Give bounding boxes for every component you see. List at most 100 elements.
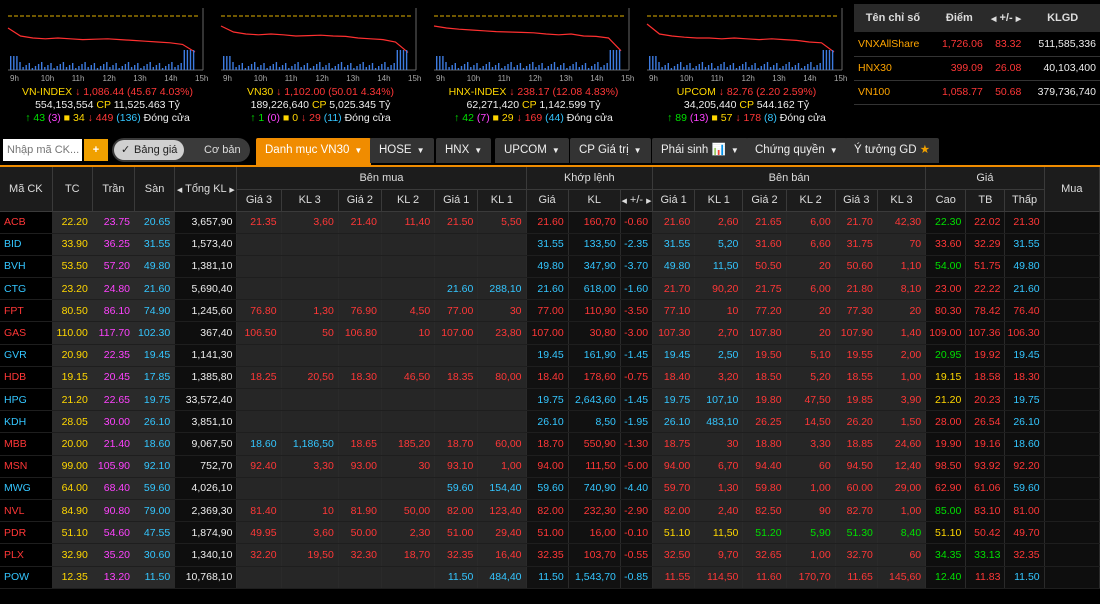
cell-symbol[interactable]: GVR: [0, 344, 53, 367]
column-high[interactable]: Cao: [925, 189, 967, 212]
cell-symbol[interactable]: HDB: [0, 366, 53, 390]
column-reference[interactable]: TC: [52, 167, 93, 212]
cell-low-price: 59.60: [1004, 477, 1045, 500]
column-bid-vol-2[interactable]: KL 2: [381, 189, 436, 212]
volume-bar: [322, 67, 324, 70]
index-panel[interactable]: 9h 10h 11h 12h 13h 14h 15h VN-INDEX ↓ 1,086.44 …: [5, 0, 210, 132]
cell-symbol[interactable]: PLX: [0, 543, 53, 567]
cell-bid-price-2: 106.80: [338, 321, 382, 345]
table-row[interactable]: GVR 20.90 22.35 19.45 1,141,30 19.45 161,90 -1.…: [0, 344, 1100, 367]
add-stock-button[interactable]: +: [84, 139, 108, 161]
cell-ask-price-2: 77.20: [742, 299, 787, 323]
table-row[interactable]: MBB 20.00 21.40 18.60 9,067,50 18.60 1,186,50 1…: [0, 432, 1100, 456]
column-ask-vol-3[interactable]: KL 3: [877, 189, 927, 212]
column-bid-price-1[interactable]: Giá 1: [434, 189, 479, 212]
table-row[interactable]: HDB 19.15 20.45 17.85 1,385,80 18.25 20,50 18.3…: [0, 366, 1100, 390]
table-row[interactable]: PDR 51.10 54.60 47.55 1,874,90 49.95 3,60 50.00…: [0, 521, 1100, 545]
summary-row[interactable]: VNXAllShare 1,726.06 83.32 511,585,336: [854, 32, 1100, 57]
tab-hnx[interactable]: HNX ▼: [436, 138, 492, 163]
table-row[interactable]: BVH 53.50 57.20 49.80 1,381,10 49.80 347,90 -3.…: [0, 255, 1100, 279]
summary-header-point[interactable]: Điểm: [931, 4, 987, 32]
cell-ask-vol-3: 8,10: [877, 277, 927, 301]
cell-symbol[interactable]: MSN: [0, 455, 53, 478]
cell-match-change: -4.40: [620, 477, 654, 500]
table-row[interactable]: CTG 23.20 24.80 21.60 5,690,40 21.60 288,10 21.…: [0, 277, 1100, 301]
column-symbol[interactable]: Mã CK: [0, 167, 53, 212]
cell-match-change: -0.10: [620, 521, 654, 545]
table-row[interactable]: GAS 110.00 117.70 102.30 367,40 106.50 50 106.8…: [0, 321, 1100, 345]
column-ask-price-3[interactable]: Giá 3: [835, 189, 878, 212]
table-row[interactable]: HPG 21.20 22.65 19.75 33,572,40 19.75 2,643,60…: [0, 388, 1100, 412]
volume-bar: [473, 65, 475, 70]
index-panel[interactable]: 9h 10h 11h 12h 13h 14h 15h UPCOM ↓ 82.76 (2.20 …: [644, 0, 849, 132]
tab-upcom[interactable]: UPCOM ▼: [495, 138, 569, 163]
table-row[interactable]: BID 33.90 36.25 31.55 1,573,40 31.55 133,50 -2.…: [0, 233, 1100, 256]
toggle-price-board[interactable]: Bảng giá: [114, 140, 184, 160]
volume-bar: [553, 62, 556, 70]
cell-ceiling-price: 90.80: [92, 499, 136, 523]
column-bid-price-2[interactable]: Giá 2: [338, 189, 382, 212]
cell-match-price: 19.75: [526, 388, 569, 412]
summary-header-volume[interactable]: KLGD: [1025, 4, 1100, 32]
tab-vn30-watchlist[interactable]: Danh mục VN30 ▼: [256, 138, 372, 165]
column-ask-price-2[interactable]: Giá 2: [742, 189, 787, 212]
table-row[interactable]: PLX 32.90 35.20 30.60 1,340,10 32.20 19,50 32.3…: [0, 543, 1100, 567]
table-row[interactable]: MSN 99.00 105.90 92.10 752,70 92.40 3,30 93.00 3…: [0, 455, 1100, 478]
cell-symbol[interactable]: GAS: [0, 321, 53, 345]
table-row[interactable]: MWG 64.00 68.40 59.60 4,026,10 59.60 154,40 59.…: [0, 477, 1100, 500]
cell-symbol[interactable]: CTG: [0, 277, 53, 301]
tab-derivatives[interactable]: Phái sinh 📊 ▼: [652, 138, 748, 163]
stock-search-input[interactable]: [3, 139, 82, 161]
summary-row[interactable]: VN100 1,058.77 50.68 379,736,740: [854, 80, 1100, 105]
cell-symbol[interactable]: ACB: [0, 211, 53, 234]
column-average[interactable]: TB: [965, 189, 1006, 212]
column-ceiling[interactable]: Trần: [92, 167, 136, 212]
index-panel[interactable]: 9h 10h 11h 12h 13h 14h 15h VN30 ↓ 1,102.00 (50.…: [218, 0, 423, 132]
summary-row[interactable]: HNX30 399.09 26.08 40,103,400: [854, 56, 1100, 81]
table-row[interactable]: KDH 28.05 30.00 26.10 3,851,10 26.10 8,50 -1.95…: [0, 410, 1100, 434]
column-buy[interactable]: Mua: [1044, 167, 1100, 212]
summary-header-change[interactable]: ◀ +/- ▶: [986, 4, 1026, 32]
cell-symbol[interactable]: NVL: [0, 499, 53, 523]
tab-trading-ideas[interactable]: Ý tưởng GD ★: [845, 138, 940, 163]
cell-symbol[interactable]: POW: [0, 566, 53, 589]
cell-symbol[interactable]: BVH: [0, 255, 53, 279]
column-floor[interactable]: Sàn: [134, 167, 176, 212]
cell-bid-vol-1: [477, 255, 527, 279]
cell-buy: [1044, 211, 1100, 234]
summary-header-name[interactable]: Tên chỉ số: [854, 4, 932, 32]
cell-ceiling-price: 57.20: [92, 255, 136, 279]
table-row[interactable]: ACB 22.20 23.75 20.65 3,657,90 21.35 3,60 21.40…: [0, 211, 1100, 234]
view-toggle[interactable]: Bảng giá Cơ bản: [112, 138, 250, 162]
cell-low-price: 31.55: [1004, 233, 1045, 256]
cell-symbol[interactable]: FPT: [0, 299, 53, 323]
cell-symbol[interactable]: MBB: [0, 432, 53, 456]
column-bid-price-3[interactable]: Giá 3: [236, 189, 282, 212]
cell-symbol[interactable]: BID: [0, 233, 53, 256]
column-match-vol[interactable]: KL: [568, 189, 621, 212]
tab-hose[interactable]: HOSE ▼: [370, 138, 434, 163]
table-row[interactable]: NVL 84.90 90.80 79.00 2,369,30 81.40 10 81.90 50…: [0, 499, 1100, 523]
time-tick-label: 14h: [164, 74, 177, 83]
cell-symbol[interactable]: HPG: [0, 388, 53, 412]
column-match-change[interactable]: ◀ +/- ▶: [620, 189, 654, 212]
table-row[interactable]: POW 12.35 13.20 11.50 10,768,10 11.50 484,40 11…: [0, 566, 1100, 589]
decliners: 169: [524, 112, 543, 124]
column-total-volume[interactable]: ◀ Tổng KL ▶: [174, 167, 238, 212]
column-bid-vol-3[interactable]: KL 3: [281, 189, 339, 212]
column-ask-vol-1[interactable]: KL 1: [694, 189, 744, 212]
column-low[interactable]: Thấp: [1004, 189, 1045, 212]
cell-symbol[interactable]: KDH: [0, 410, 53, 434]
column-match-price[interactable]: Giá: [526, 189, 569, 212]
cell-symbol[interactable]: PDR: [0, 521, 53, 545]
cell-symbol[interactable]: MWG: [0, 477, 53, 500]
column-ask-vol-2[interactable]: KL 2: [786, 189, 836, 212]
index-panel[interactable]: 9h 10h 11h 12h 13h 14h 15h HNX-INDEX ↓ 238.17 (…: [431, 0, 636, 132]
table-row[interactable]: FPT 80.50 86.10 74.90 1,245,60 76.80 1,30 76.90…: [0, 299, 1100, 323]
column-ask-price-1[interactable]: Giá 1: [652, 189, 696, 212]
tab-warrants[interactable]: Chứng quyền ▼: [746, 138, 847, 163]
volume-bar: [822, 50, 824, 70]
toggle-basic[interactable]: Cơ bản: [204, 144, 241, 156]
tab-value-stocks[interactable]: CP Giá trị ▼: [570, 138, 651, 163]
column-bid-vol-1[interactable]: KL 1: [477, 189, 527, 212]
